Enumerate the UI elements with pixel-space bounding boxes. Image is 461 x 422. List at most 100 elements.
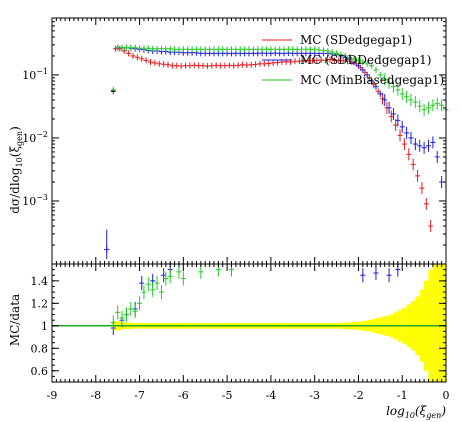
x-tick-label: -1: [397, 389, 408, 402]
data-point: [244, 62, 250, 69]
data-point: [211, 46, 217, 53]
upper-y-tick-label: 10−3: [22, 193, 48, 208]
data-point: [193, 46, 199, 53]
ratio-point: [137, 296, 143, 311]
data-point: [189, 46, 195, 53]
data-point: [198, 46, 204, 53]
data-point: [334, 50, 340, 57]
data-point: [115, 44, 121, 51]
data-point: [218, 62, 224, 69]
data-point: [239, 61, 245, 68]
data-point: [364, 60, 370, 67]
data-point: [143, 57, 149, 64]
data-point: [342, 52, 348, 59]
data-point: [386, 76, 392, 89]
data-point: [233, 46, 239, 53]
data-point: [148, 59, 153, 66]
data-point: [430, 136, 436, 149]
data-point: [132, 44, 138, 51]
data-point: [323, 57, 329, 64]
data-point: [412, 138, 418, 151]
data-point: [314, 57, 320, 64]
data-point: [386, 101, 392, 114]
x-tick-label: -4: [266, 389, 277, 402]
legend: MC (SDedgegap1) MC (SDDDedgegap1) MC (Mi…: [262, 33, 444, 87]
data-point: [117, 45, 123, 52]
data-point: [187, 62, 193, 69]
data-point: [121, 47, 127, 54]
data-point: [253, 61, 259, 68]
x-tick-label: -6: [178, 389, 189, 402]
ratio-point: [167, 269, 173, 284]
data-point: [303, 46, 309, 53]
data-point: [237, 46, 243, 53]
data-point: [347, 54, 353, 61]
data-point: [338, 51, 344, 58]
lower-y-axis-label: MC/data: [8, 294, 22, 346]
ratio-point: [176, 264, 182, 279]
data-point: [329, 49, 335, 56]
data-point: [123, 44, 129, 51]
data-point: [312, 46, 318, 53]
x-tick-label: -8: [90, 389, 101, 402]
data-point: [185, 46, 191, 53]
legend-label-minbias: MC (MinBiasedgegap1): [300, 73, 444, 87]
data-point: [434, 97, 440, 110]
upper-y-axis-label: dσ/dlog10(ξgen): [8, 126, 24, 214]
ratio-point: [360, 268, 366, 283]
ratio-point: [115, 305, 121, 320]
data-point: [377, 90, 383, 97]
x-tick-label: -5: [222, 389, 233, 402]
data-point: [222, 62, 228, 69]
data-point: [430, 99, 436, 112]
data-point: [390, 107, 396, 120]
data-point: [355, 62, 361, 69]
data-point: [277, 46, 283, 53]
data-point: [255, 46, 261, 53]
data-point: [393, 119, 399, 132]
data-point: [366, 74, 372, 81]
data-point: [169, 62, 175, 69]
ratio-point: [145, 277, 151, 292]
data-point: [172, 46, 178, 53]
data-point: [281, 46, 287, 53]
data-point: [377, 71, 383, 78]
data-point: [299, 46, 305, 53]
data-point: [215, 46, 221, 53]
lower-data-points: [52, 262, 446, 336]
data-point: [141, 45, 147, 52]
ratio-point: [180, 271, 186, 286]
upper-y-tick-label: 10−1: [22, 67, 48, 82]
data-point: [320, 47, 326, 54]
data-point: [202, 46, 208, 53]
axes: -9 -8 -7 -6 -5 -4 -3 -2 -1 0 10−1 10−2 10−3 0.6 0.8 1 1.…: [22, 17, 450, 402]
data-point: [246, 46, 252, 53]
ratio-point: [154, 276, 160, 291]
ratio-point: [139, 276, 145, 291]
data-point: [176, 46, 182, 53]
data-point: [415, 169, 421, 182]
data-point: [408, 131, 414, 144]
data-point: [421, 141, 427, 154]
data-point: [248, 61, 254, 68]
data-point: [360, 59, 366, 66]
data-point: [285, 46, 291, 53]
data-point: [268, 46, 274, 53]
data-point: [137, 45, 143, 52]
data-point: [318, 57, 324, 64]
data-point: [294, 46, 300, 53]
data-point: [316, 46, 322, 53]
ratio-point: [132, 304, 138, 319]
data-point: [301, 57, 307, 64]
data-point: [209, 62, 215, 69]
lower-y-tick-label: 1.2: [31, 297, 49, 310]
data-point: [428, 220, 434, 233]
data-point: [119, 44, 125, 51]
data-point: [395, 83, 401, 96]
data-point: [425, 139, 431, 152]
data-point: [134, 54, 140, 61]
data-point: [204, 63, 210, 70]
data-point: [235, 62, 241, 69]
data-point: [264, 46, 270, 53]
